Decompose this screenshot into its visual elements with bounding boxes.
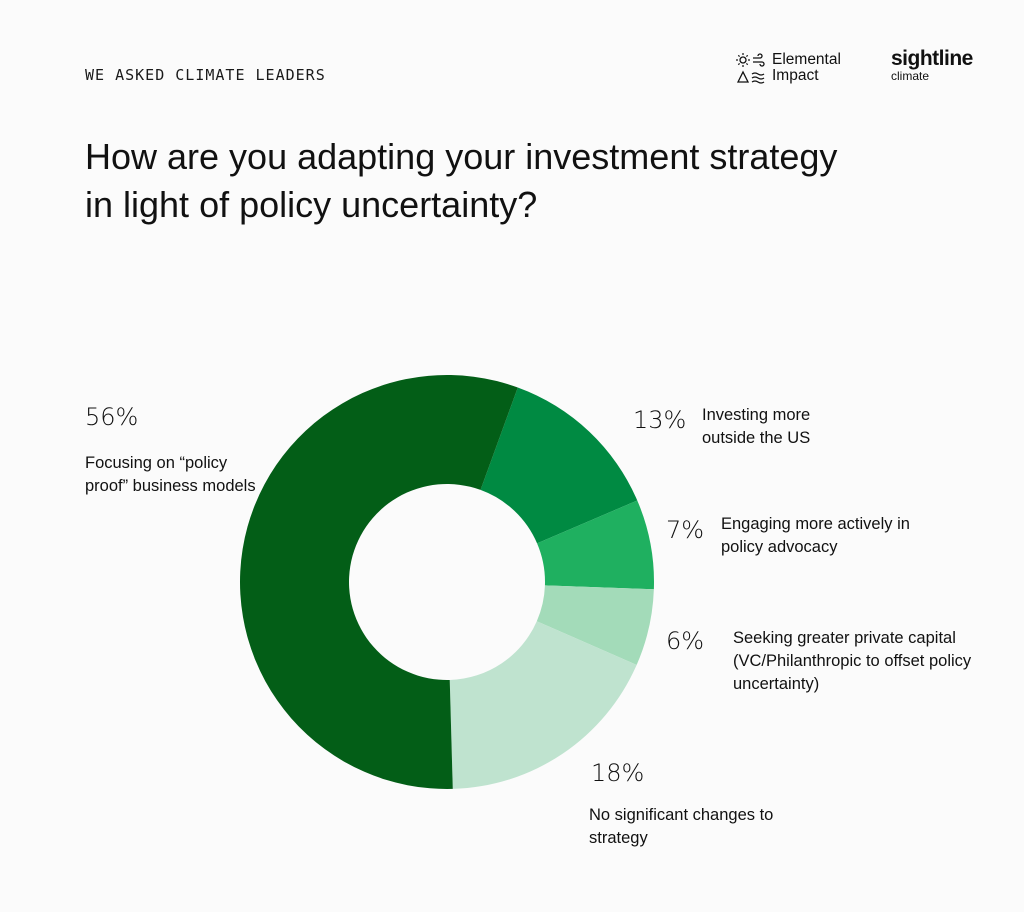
slice-value-label: 7% [666,516,705,544]
slice-value-label: 13% [633,406,687,434]
slice-category-label: Seeking greater private capital (VC/Phil… [733,629,972,693]
sightline-wordmark: sightline [891,47,973,70]
slice-category-label: No significant changes to strategy [589,806,774,847]
elemental-impact-logo: Elemental Impact [736,52,841,84]
chart-title: How are you adapting your investment str… [85,136,838,225]
slice-value-label: 18% [591,759,645,787]
slice-value-label: 6% [666,627,705,655]
donut-slice [239,374,518,789]
donut-slice [537,500,654,590]
elemental-impact-logo-icon [736,53,765,84]
elemental-impact-line1: Elemental [772,51,841,68]
eyebrow-text: WE ASKED CLIMATE LEADERS [85,66,326,84]
elemental-impact-wordmark: Elemental Impact [772,52,841,84]
donut-slice [449,621,637,789]
donut-slice [536,585,654,665]
sightline-climate-logo: sightline climate [891,48,973,83]
slice-category-label: Engaging more actively in policy advocac… [721,515,910,556]
slice-category-label: Focusing on “policy proof” business mode… [85,454,256,495]
sightline-sub-wordmark: climate [891,69,930,83]
donut-slice [480,387,638,544]
elemental-impact-line2: Impact [772,67,819,84]
slice-value-label: 56% [85,403,139,431]
slice-category-label: Investing more outside the US [702,406,811,447]
